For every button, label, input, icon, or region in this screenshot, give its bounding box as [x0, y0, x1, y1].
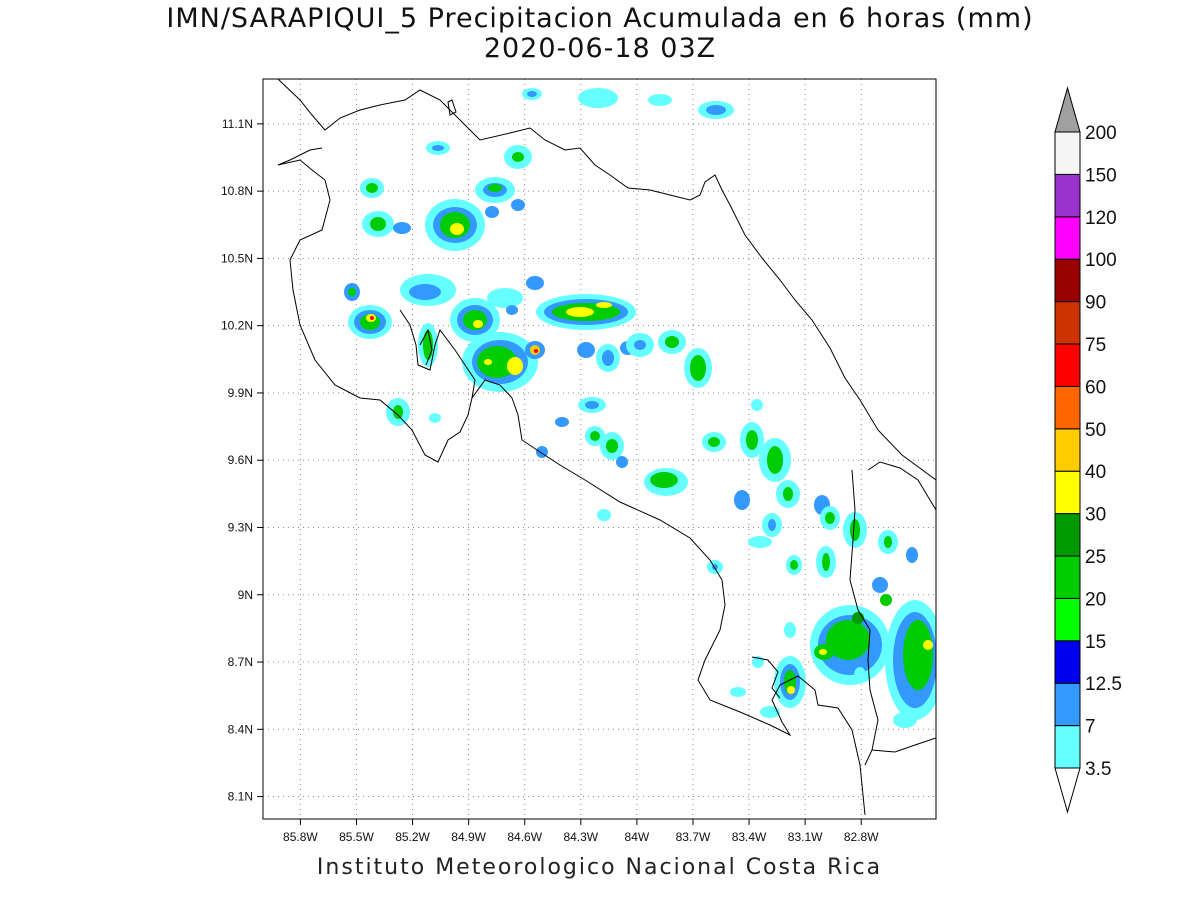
map-frame — [262, 78, 937, 820]
longitude-labels: 85.8W 85.5W 85.2W 84.9W 84.6W 84.3W 84W 83.7W 83… — [283, 819, 879, 844]
border-panama-east — [867, 461, 936, 511]
colorbar-label: 15 — [1085, 632, 1106, 653]
colorbar-label: 25 — [1085, 547, 1106, 568]
map-background — [263, 79, 936, 819]
precip-cell-southeast — [730, 495, 936, 728]
lon-tick-label: 84.3W — [563, 830, 598, 844]
lon-tick-label: 83.7W — [676, 830, 711, 844]
colorbar-swatch — [1054, 597, 1081, 642]
colorbar-swatch — [1054, 682, 1081, 727]
colorbar-top-arrow — [1054, 86, 1081, 133]
colorbar-swatch — [1054, 725, 1081, 769]
colorbar-label: 120 — [1085, 208, 1117, 229]
colorbar-label: 50 — [1085, 420, 1106, 441]
precip-cell-nw — [360, 88, 734, 251]
colorbar-swatch — [1054, 555, 1081, 599]
lat-tick-label: 10.8N — [221, 184, 253, 198]
colorbar-label: 75 — [1085, 335, 1106, 356]
coast-nicoya-inner — [419, 328, 433, 366]
colorbar-swatch — [1054, 513, 1081, 557]
precipitation-cells — [344, 88, 936, 728]
colorbar-swatch — [1054, 131, 1081, 175]
colorbar-label: 90 — [1085, 293, 1106, 314]
lon-tick-label: 85.2W — [395, 830, 430, 844]
colorbar-label: 150 — [1085, 165, 1117, 186]
colorbar-label: 60 — [1085, 377, 1106, 398]
lat-tick-label: 9N — [238, 588, 253, 602]
colorbar-swatch — [1054, 470, 1081, 515]
footer-credit: Instituto Meteorologico Nacional Costa R… — [316, 855, 883, 880]
colorbar-label: 3.5 — [1085, 759, 1111, 780]
colorbar-swatch — [1054, 173, 1081, 218]
osa-peninsula — [751, 656, 781, 699]
colorbar-label: 7 — [1085, 717, 1096, 738]
lat-tick-label: 10.5N — [221, 251, 253, 265]
colorbar-swatch — [1054, 301, 1081, 345]
colorbar-label: 20 — [1085, 589, 1106, 610]
colorbar-label: 40 — [1085, 462, 1106, 483]
colorbar-label: 200 — [1085, 123, 1117, 144]
lon-tick-label: 83.1W — [788, 830, 823, 844]
colorbar-swatch — [1054, 258, 1081, 303]
lon-tick-label: 84.9W — [451, 830, 486, 844]
map-datetime: 2020-06-18 03Z — [483, 33, 717, 64]
lat-tick-label: 8.7N — [228, 655, 253, 669]
colorbar-swatch — [1054, 428, 1081, 472]
colorbar-bottom-arrow — [1054, 767, 1081, 814]
colorbar-label: 100 — [1085, 250, 1117, 271]
lon-tick-label: 82.8W — [844, 830, 879, 844]
lat-tick-label: 8.4N — [228, 722, 253, 736]
lon-tick-label: 85.8W — [283, 830, 318, 844]
colorbar-label: 30 — [1085, 505, 1106, 526]
lat-tick-label: 10.2N — [221, 319, 253, 333]
colorbar-label: 12.5 — [1085, 674, 1122, 695]
lon-tick-label: 84.6W — [507, 830, 542, 844]
colorbar: 3.5 7 12.5 15 20 25 30 40 50 60 75 90 100 120 150 200 — [1054, 86, 1122, 814]
lat-tick-label: 8.1N — [228, 790, 253, 804]
lat-tick-label: 9.3N — [228, 520, 253, 534]
lat-tick-label: 9.9N — [228, 386, 253, 400]
lon-tick-label: 83.4W — [732, 830, 767, 844]
lat-tick-label: 9.6N — [228, 453, 253, 467]
southern-coast — [871, 737, 936, 753]
lon-tick-label: 85.5W — [339, 830, 374, 844]
latitude-labels: 11.1N 10.8N 10.5N 10.2N 9.9N 9.6N 9.3N 9N 8.7N 8.… — [221, 117, 263, 804]
lake-shore — [447, 99, 457, 116]
coastline-caribbean — [277, 79, 936, 481]
border-nicaragua — [277, 147, 323, 166]
border-panama — [849, 469, 879, 766]
lat-tick-label: 11.1N — [222, 117, 253, 131]
colorbar-swatch — [1054, 640, 1081, 684]
lon-tick-label: 84W — [625, 830, 650, 844]
precip-cell-pacific — [536, 397, 800, 574]
coastlines-borders — [277, 79, 936, 816]
coastline-pacific — [277, 159, 866, 816]
colorbar-swatch — [1054, 385, 1081, 430]
map-title: IMN/SARAPIQUI_5 Precipitacion Acumulada … — [166, 3, 1034, 34]
coast-nicoya-gulf — [399, 309, 476, 399]
gridlines — [263, 79, 936, 819]
colorbar-swatch — [1054, 216, 1081, 260]
colorbar-swatch — [1054, 343, 1081, 387]
